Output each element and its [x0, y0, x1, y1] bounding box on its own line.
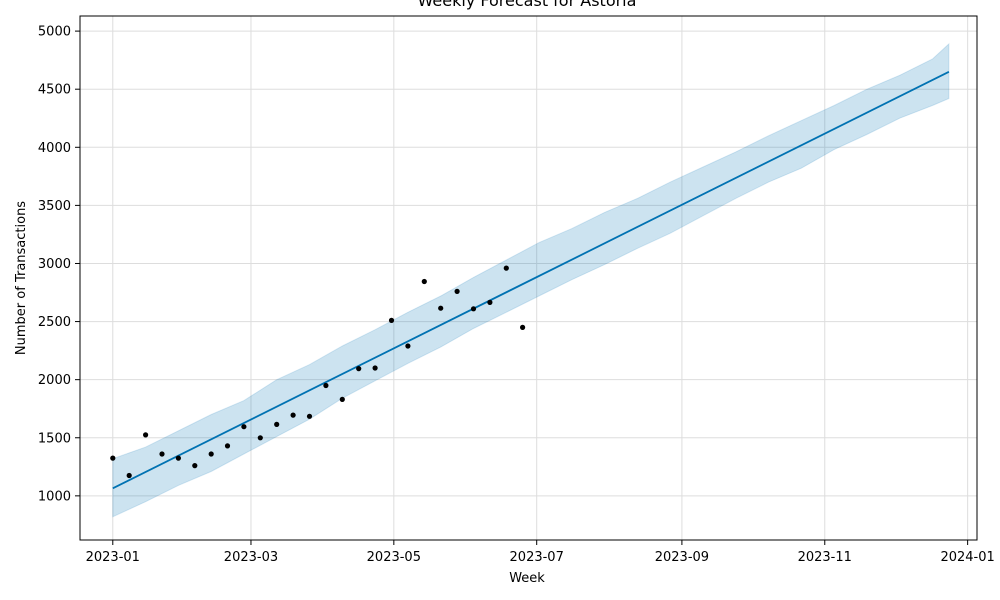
chart-title: Weekly Forecast for Astoria	[418, 0, 637, 10]
x-tick-label: 2023-01	[86, 550, 140, 565]
data-point	[208, 451, 214, 457]
x-axis-label: Week	[509, 571, 545, 586]
data-point	[438, 305, 444, 311]
data-point	[487, 299, 493, 305]
data-point	[257, 435, 263, 441]
plot-frame	[79, 15, 978, 541]
x-tick-label: 2023-09	[655, 550, 709, 565]
x-tick-label: 2023-05	[367, 550, 421, 565]
data-point	[356, 366, 362, 372]
x-tick-label: 2023-11	[798, 550, 852, 565]
data-point	[323, 382, 329, 389]
y-tick-label: 5000	[38, 25, 71, 40]
data-point	[421, 278, 427, 285]
y-tick-label: 4000	[38, 141, 71, 156]
data-point	[454, 288, 460, 294]
data-point	[241, 424, 247, 430]
axis-ticks: 2023-01 2023-03 2023-05 2023-07 2023-09 2023-…	[38, 25, 995, 565]
data-point	[290, 412, 296, 418]
data-point	[175, 455, 181, 461]
data-point	[126, 472, 132, 479]
data-point	[339, 396, 345, 402]
data-point	[520, 324, 526, 330]
y-axis-label: Number of Transactions	[14, 201, 29, 355]
data-point	[372, 365, 378, 371]
x-tick-label: 2023-07	[510, 550, 564, 565]
data-point	[503, 265, 509, 271]
data-point	[470, 306, 477, 312]
data-point	[405, 343, 411, 349]
data-point	[143, 432, 149, 438]
y-tick-label: 3500	[38, 199, 71, 214]
y-tick-label: 3000	[38, 257, 71, 272]
forecast-line	[112, 70, 950, 490]
data-point	[306, 413, 313, 419]
y-tick-label: 1500	[38, 431, 71, 446]
data-point	[388, 317, 395, 323]
y-tick-label: 2000	[38, 373, 71, 388]
data-point	[110, 455, 116, 461]
y-tick-label: 2500	[38, 315, 71, 330]
observed-points	[110, 265, 526, 479]
x-tick-label: 2023-03	[224, 550, 278, 565]
data-point	[192, 463, 198, 469]
y-tick-label: 4500	[38, 83, 71, 98]
data-point	[224, 443, 231, 449]
grid-lines	[80, 16, 977, 540]
data-point	[274, 421, 280, 427]
data-point	[159, 451, 165, 457]
y-tick-label: 1000	[38, 489, 71, 504]
x-tick-label: 2024-01	[940, 550, 994, 565]
forecast-trend-line	[112, 70, 950, 490]
